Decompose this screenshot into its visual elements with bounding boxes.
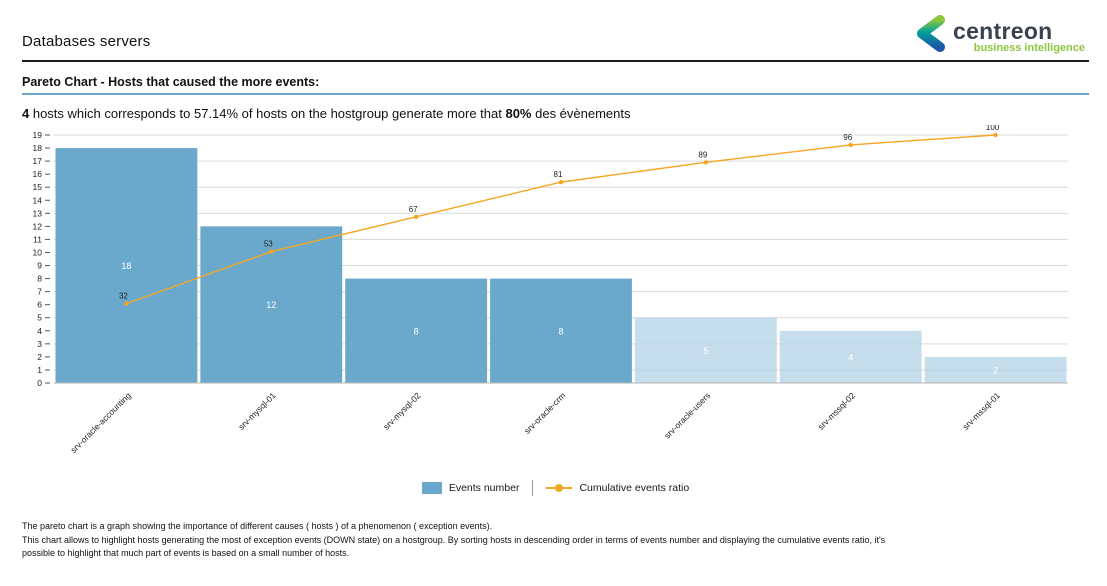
cumulative-point[interactable] [558, 179, 564, 185]
legend-label-cumulative-ratio: Cumulative events ratio [579, 482, 690, 494]
cumulative-ratio-dot-icon [555, 484, 564, 492]
y-tick-label: 11 [33, 234, 42, 244]
chart-container: 0 1 2 3 4 5 6 7 8 9 10 11 12 13 14 15 16 17 18 19 18 12 8 8 5 4 2 3… [22, 123, 1089, 474]
bar-value-label: 8 [558, 326, 563, 336]
x-tick-label: srv-mysql-02 [381, 390, 423, 432]
report-page: Databases servers centreon business inte… [22, 0, 1089, 561]
summary-percent: 80% [505, 106, 532, 121]
bar-value-label: 12 [266, 300, 276, 310]
y-tick-label: 17 [33, 156, 43, 166]
logo-tagline-text: business intelligence [974, 42, 1085, 54]
summary-host-count: 4 [22, 106, 30, 121]
x-tick-label: srv-oracle-accounting [68, 390, 133, 455]
y-tick-label: 0 [37, 378, 42, 388]
chart-legend: Events number Cumulative events ratio [22, 480, 1089, 496]
x-axis-labels: srv-oracle-accounting srv-mysql-01 srv-mys… [68, 390, 1002, 455]
x-tick-label: srv-oracle-crm [522, 390, 567, 435]
legend-label-events-number: Events number [448, 482, 520, 494]
summary-sentence: 4 hosts which corresponds to 57.14% of h… [22, 106, 1089, 121]
centreon-logo-icon: centreon business intelligence [917, 15, 1085, 54]
y-tick-label: 9 [37, 261, 42, 271]
y-tick-label: 15 [33, 182, 43, 192]
y-tick-label: 19 [33, 130, 43, 140]
cumulative-point[interactable] [993, 132, 998, 138]
bar-value-label: 5 [703, 346, 708, 356]
cumulative-line-group: 32 53 67 81 89 96 100 [119, 123, 1000, 306]
bar-srv-oracle-crm[interactable] [490, 278, 632, 383]
chart-description: The pareto chart is a graph showing the … [22, 520, 1089, 561]
bar-srv-oracle-users[interactable] [634, 317, 777, 383]
bar-srv-mssql-02[interactable] [779, 330, 922, 383]
x-tick-label: srv-oracle-users [662, 390, 712, 440]
cumulative-point[interactable] [269, 249, 274, 254]
cumulative-value-label: 100 [986, 125, 1000, 132]
description-line: The pareto chart is a graph showing the … [22, 521, 493, 531]
y-tick-label: 7 [37, 287, 42, 297]
cumulative-ratio-marker-icon [546, 484, 573, 492]
cumulative-point[interactable] [703, 160, 709, 165]
centreon-logo: centreon business intelligence [911, 14, 1089, 54]
page-title: Databases servers [22, 33, 151, 50]
cumulative-value-label: 81 [554, 170, 563, 179]
bar-value-label: 18 [121, 261, 131, 271]
cumulative-value-label: 67 [409, 205, 418, 214]
summary-text-1: hosts which corresponds to 57.14% of hos… [29, 106, 506, 121]
bar-srv-mssql-01[interactable] [924, 356, 1067, 383]
y-tick-label: 10 [33, 247, 43, 257]
bar-value-label: 4 [848, 352, 853, 362]
y-tick-label: 5 [37, 313, 42, 323]
y-tick-label: 16 [33, 169, 43, 179]
description-line: possible to highlight that much part of … [22, 548, 350, 558]
bar-value-label: 2 [993, 365, 998, 375]
report-header: Databases servers centreon business inte… [22, 0, 1089, 62]
cumulative-value-label: 32 [119, 292, 128, 301]
logo-brand-text: centreon [953, 18, 1053, 44]
centreon-c-icon [917, 15, 945, 52]
cumulative-value-label: 96 [843, 133, 852, 142]
y-tick-label: 8 [37, 274, 42, 284]
y-tick-label: 4 [37, 326, 42, 336]
y-tick-label: 3 [37, 339, 42, 349]
y-tick-label: 2 [37, 352, 42, 362]
cumulative-point[interactable] [124, 301, 129, 306]
description-line: This chart allows to highlight hosts gen… [22, 534, 886, 545]
y-tick-label: 6 [37, 300, 42, 310]
bars-group: 18 12 8 8 5 4 2 [55, 148, 1067, 383]
cumulative-point[interactable] [413, 214, 419, 220]
cumulative-value-label: 53 [264, 240, 273, 249]
bar-value-label: 8 [414, 326, 419, 336]
bar-srv-mysql-02[interactable] [345, 278, 488, 383]
chart-section-title: Pareto Chart - Hosts that caused the mor… [22, 75, 1089, 95]
x-tick-label: srv-mssql-02 [816, 390, 858, 432]
x-tick-label: srv-mssql-01 [961, 390, 1003, 432]
y-tick-label: 13 [33, 208, 43, 218]
x-tick-label: srv-mysql-01 [236, 390, 278, 432]
y-tick-label: 18 [33, 143, 43, 153]
events-number-swatch-icon [421, 482, 442, 494]
legend-divider [532, 480, 534, 496]
y-tick-label: 14 [33, 195, 43, 205]
y-tick-label: 12 [33, 221, 43, 231]
summary-text-2: des évènements [531, 106, 631, 121]
bar-srv-oracle-accounting[interactable] [55, 148, 198, 383]
cumulative-point[interactable] [848, 142, 853, 148]
y-tick-label: 1 [37, 365, 42, 375]
cumulative-value-label: 89 [698, 150, 707, 159]
